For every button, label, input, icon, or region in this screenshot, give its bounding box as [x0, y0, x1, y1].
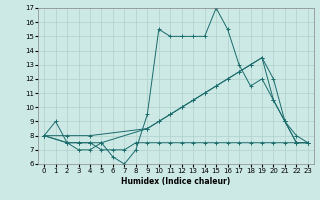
X-axis label: Humidex (Indice chaleur): Humidex (Indice chaleur) — [121, 177, 231, 186]
